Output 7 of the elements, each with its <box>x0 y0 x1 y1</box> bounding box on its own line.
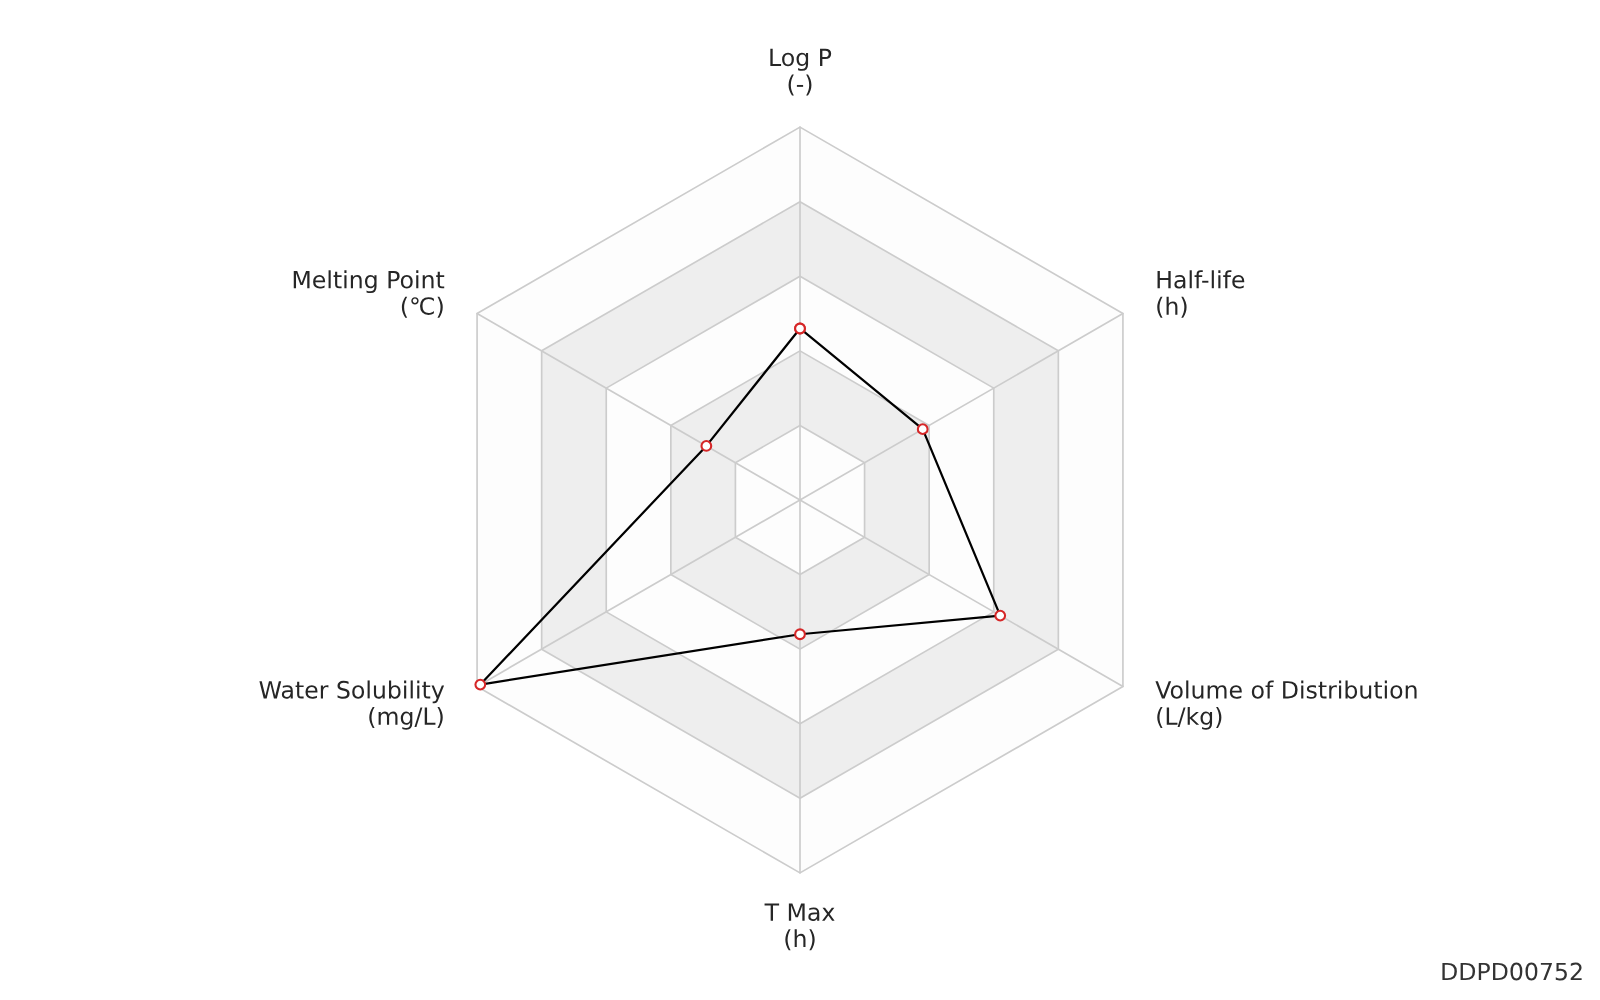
text: DDPD00752 <box>1442 962 1582 981</box>
spoke-label: Volume of Distribution (L/kg) <box>1155 680 1417 730</box>
spoke-label: Melting Point (℃) <box>293 270 445 318</box>
spoke-label: T Max (h) <box>764 903 835 951</box>
spoke-label: Half-life (h) <box>1157 270 1245 318</box>
spoke-label: Water Solubility (mg/L) <box>259 680 445 730</box>
spoke-label: Log P (-) <box>770 48 832 96</box>
